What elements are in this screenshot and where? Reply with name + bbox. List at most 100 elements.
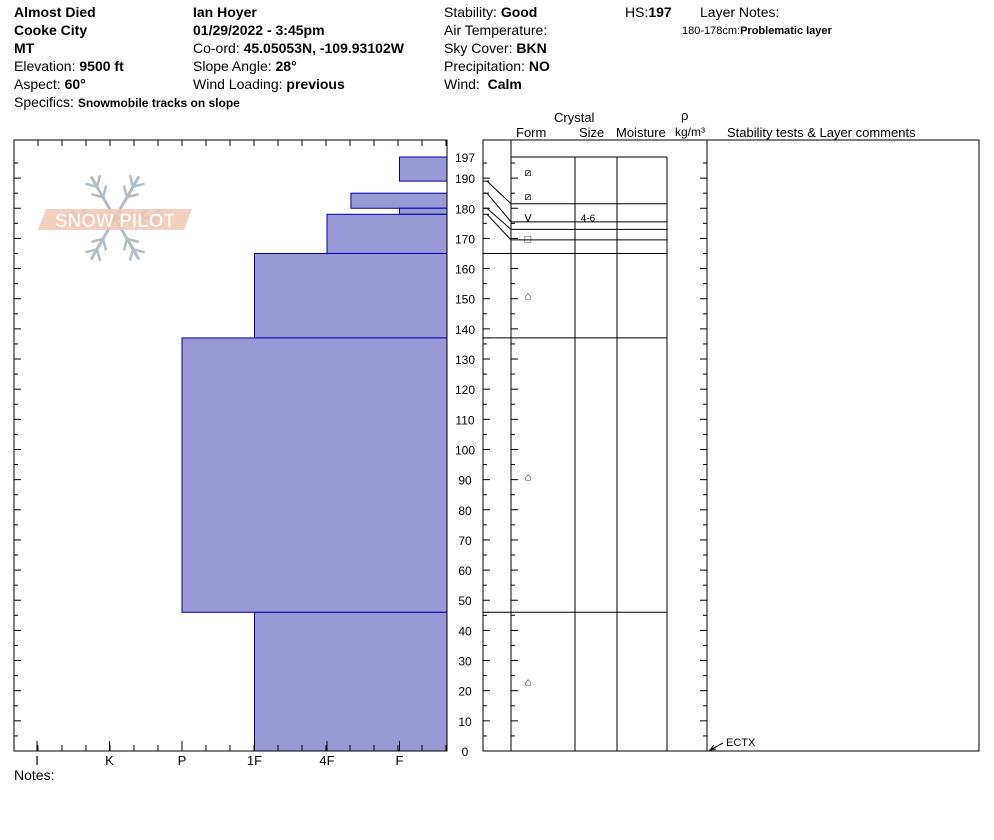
- stability-field: Stability: Good: [444, 3, 537, 21]
- specifics-label: Specifics:: [14, 94, 74, 110]
- wind-value: Calm: [487, 76, 522, 92]
- grain-size-label: 4-6: [581, 213, 596, 224]
- coord-label: Co-ord:: [193, 40, 240, 56]
- layer-table-frame: [482, 139, 980, 752]
- aspect-label: Aspect:: [14, 76, 61, 92]
- state-name: MT: [14, 40, 35, 56]
- comments-header: Stability tests & Layer comments: [727, 125, 916, 140]
- grain-form-symbol: ⧄: [525, 167, 532, 179]
- grain-form-symbol: ⌂: [525, 472, 532, 484]
- snowflake-icon-branch: [95, 248, 102, 262]
- hardness-bar: [254, 252, 448, 339]
- snowflake-icon-branch: [126, 237, 139, 244]
- location-name: Almost Died: [14, 4, 96, 20]
- height-tick-label: 170: [455, 232, 475, 246]
- grain-form-symbol: V: [524, 212, 532, 224]
- wind-label: Wind:: [444, 76, 480, 92]
- sky-field: Sky Cover: BKN: [444, 39, 547, 57]
- specifics-value: Snowmobile tracks on slope: [77, 96, 240, 110]
- snowflake-icon-branch: [101, 238, 108, 251]
- hardness-tick-label: F: [396, 753, 404, 768]
- boundary-connector: [486, 192, 512, 223]
- grain-form-symbol: □: [525, 233, 532, 245]
- aspect-value: 60°: [64, 76, 86, 92]
- wind-field: Wind: Calm: [444, 75, 522, 93]
- notes-label: Notes:: [14, 767, 55, 783]
- stability-value: Good: [500, 4, 538, 20]
- air-temp-field: Air Temperature:: [444, 21, 547, 39]
- layer-note-text: Problematic layer: [740, 25, 832, 37]
- height-tick-label: 90: [458, 474, 472, 488]
- wind-loading-value: previous: [286, 76, 345, 92]
- height-tick-label: 150: [455, 293, 475, 307]
- snowflake-icon-branch: [122, 185, 129, 198]
- elevation-value: 9500 ft: [79, 58, 124, 74]
- observer-name: Ian Hoyer: [193, 4, 257, 20]
- layer-note-range: 180-178cm:: [682, 25, 741, 37]
- height-tick-label: 20: [458, 685, 472, 699]
- area-name: Cooke City: [14, 22, 88, 38]
- hardness-bar: [399, 207, 448, 215]
- snowflake-icon-branch: [91, 192, 104, 199]
- coord-value: 45.05053N, -109.93102W: [243, 40, 404, 56]
- height-tick-label: 180: [455, 202, 475, 216]
- snowflake-icon-branch: [91, 237, 104, 244]
- specifics-field: Specifics: Snowmobile tracks on slope: [14, 93, 240, 112]
- height-tick-label: 160: [455, 263, 475, 277]
- sky-value: BKN: [516, 40, 547, 56]
- hs-label: HS:: [625, 4, 649, 20]
- boundary-connector: [486, 207, 512, 230]
- size-header: Size: [579, 125, 605, 140]
- height-tick-label: 197: [455, 151, 475, 165]
- layer-notes-label: Layer Notes:: [700, 4, 780, 20]
- density-unit-header: kg/m³: [675, 125, 705, 139]
- elevation-label: Elevation:: [14, 58, 76, 74]
- hardness-bar: [326, 213, 448, 254]
- hardness-tick-label: I: [35, 753, 39, 768]
- grain-form-symbol: ⌂: [525, 291, 532, 303]
- grain-form-symbol: ⌂: [525, 677, 532, 689]
- moisture-header: Moisture: [616, 125, 666, 140]
- snowpilot-logo: SNOW PILOT: [38, 174, 192, 262]
- hardness-bar: [181, 337, 448, 613]
- slope-label: Slope Angle:: [193, 58, 272, 74]
- form-header: Form: [516, 125, 547, 140]
- snowflake-icon-branch: [128, 174, 135, 188]
- hs-value: 197: [648, 4, 672, 20]
- layer-table: ⧄ ⧄ V 4-6 □ ⌂ ⌂ ⌂ ECTX: [483, 167, 756, 751]
- height-tick-label: 50: [458, 594, 472, 608]
- height-tick-label: 120: [455, 383, 475, 397]
- height-tick-label: 10: [458, 715, 472, 729]
- height-tick-label: 60: [458, 564, 472, 578]
- logo-text: SNOW PILOT: [55, 211, 176, 232]
- height-tick-label: 140: [455, 323, 475, 337]
- hardness-bar: [399, 156, 448, 182]
- snowflake-icon-branch: [85, 182, 98, 189]
- snowflake-icon-branch: [95, 174, 102, 188]
- hardness-bar: [350, 192, 448, 209]
- snowflake-icon-branch: [126, 192, 139, 199]
- precip-label: Precipitation:: [444, 58, 525, 74]
- snowflake-icon-branch: [85, 247, 98, 254]
- height-tick-label: 110: [455, 413, 474, 427]
- snowflake-icon-branch: [132, 182, 145, 189]
- height-tick-label: 30: [458, 655, 472, 669]
- logo-banner: [38, 209, 192, 230]
- hs-field: HS:197: [625, 3, 672, 21]
- layer-note: 180-178cm:Problematic layer: [682, 22, 832, 40]
- sky-label: Sky Cover:: [444, 40, 513, 56]
- snowflake-icon-branch: [122, 238, 129, 251]
- snowflake-icon-branch: [101, 185, 108, 198]
- height-tick-label: 40: [458, 624, 472, 638]
- hardness-tick-label: 4F: [319, 753, 334, 768]
- height-tick-label: 70: [458, 534, 472, 548]
- stability-test-arrow: [709, 742, 724, 751]
- air-temp-label: Air Temperature:: [444, 22, 548, 38]
- coord-field: Co-ord: 45.05053N, -109.93102W: [193, 39, 404, 57]
- hardness-tick-label: 1F: [247, 753, 262, 768]
- rho-header: ρ: [681, 108, 689, 123]
- elevation-field: Elevation: 9500 ft: [14, 57, 124, 75]
- boundary-connector: [486, 180, 512, 205]
- wind-loading-field: Wind Loading: previous: [193, 75, 345, 93]
